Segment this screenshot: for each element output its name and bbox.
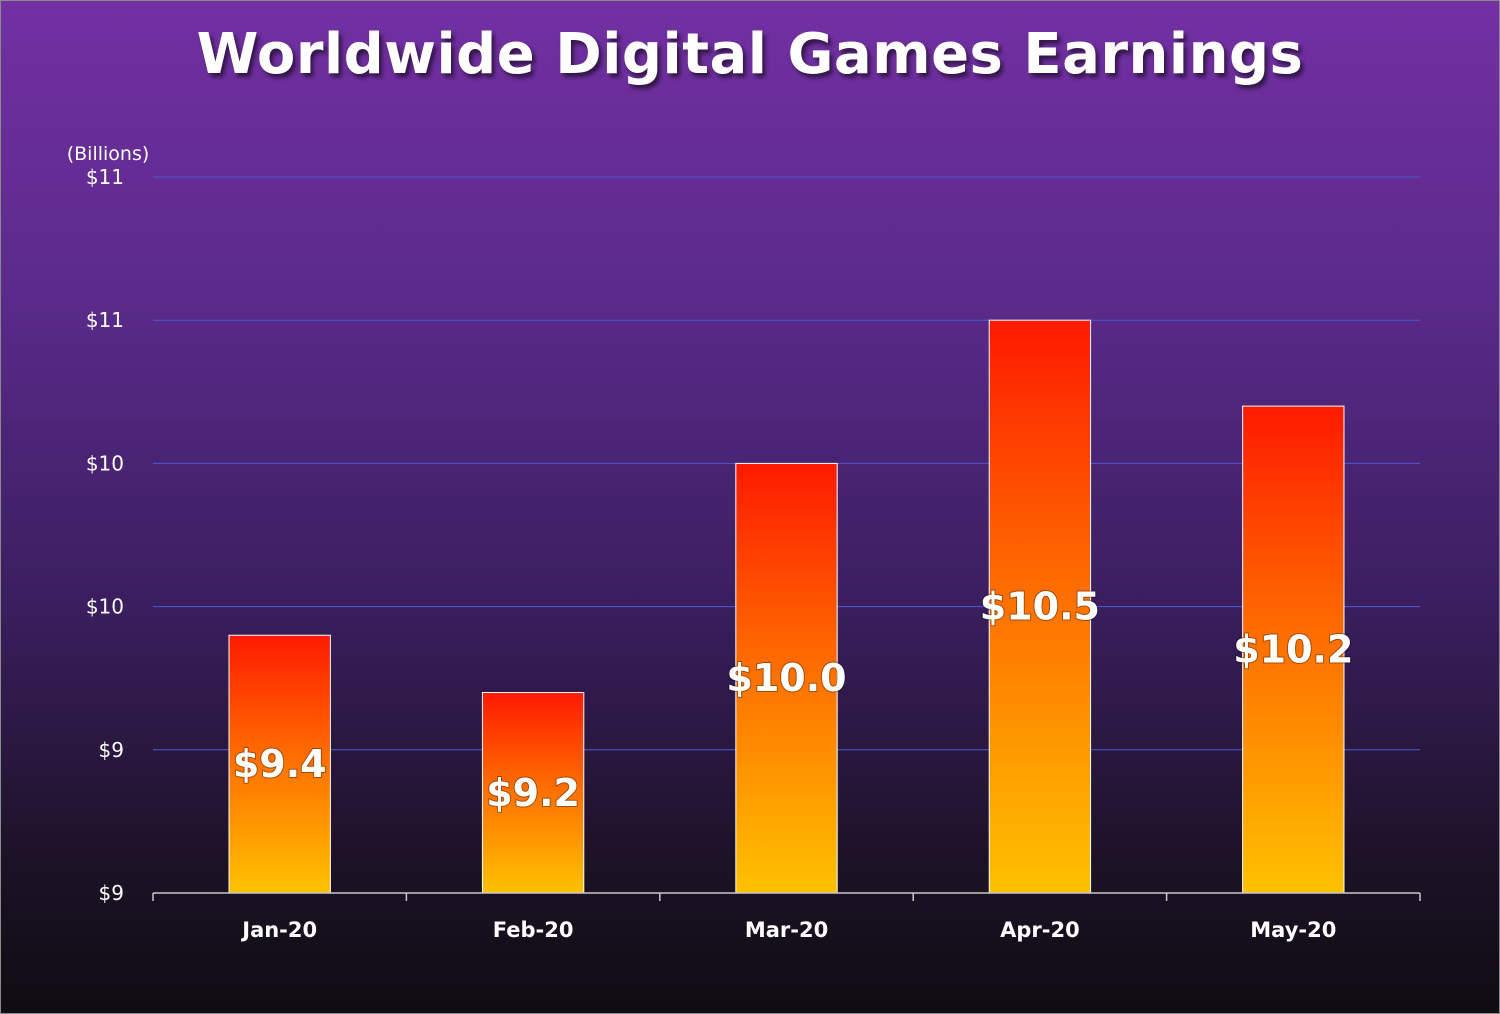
- chart-title: Worldwide Digital Games Earnings: [196, 22, 1304, 87]
- y-tick-label: $11: [86, 308, 124, 332]
- y-tick-label: $10: [86, 451, 124, 475]
- x-category-label: Jan-20: [240, 918, 317, 942]
- bar-data-label: $10.0: [726, 656, 846, 700]
- bar: [228, 634, 331, 894]
- bar: [481, 692, 585, 894]
- y-axis-unit-label: (Billions): [67, 143, 150, 165]
- x-category-label: Feb-20: [493, 918, 574, 942]
- bar: [1242, 405, 1345, 894]
- y-tick-label: $9: [99, 881, 124, 905]
- x-category-label: May-20: [1250, 918, 1336, 942]
- bar-data-label: $10.5: [980, 585, 1100, 629]
- x-category-label: Apr-20: [1000, 918, 1080, 942]
- y-tick-label: $11: [86, 165, 124, 189]
- bar-data-label: $9.2: [486, 771, 580, 815]
- bar: [735, 462, 838, 894]
- y-tick-label: $10: [86, 595, 124, 619]
- bar-data-label: $9.4: [233, 742, 327, 786]
- bar-data-label: $10.2: [1233, 628, 1353, 672]
- bar: [988, 319, 1092, 894]
- x-category-label: Mar-20: [745, 918, 828, 942]
- y-tick-label: $9: [99, 738, 124, 762]
